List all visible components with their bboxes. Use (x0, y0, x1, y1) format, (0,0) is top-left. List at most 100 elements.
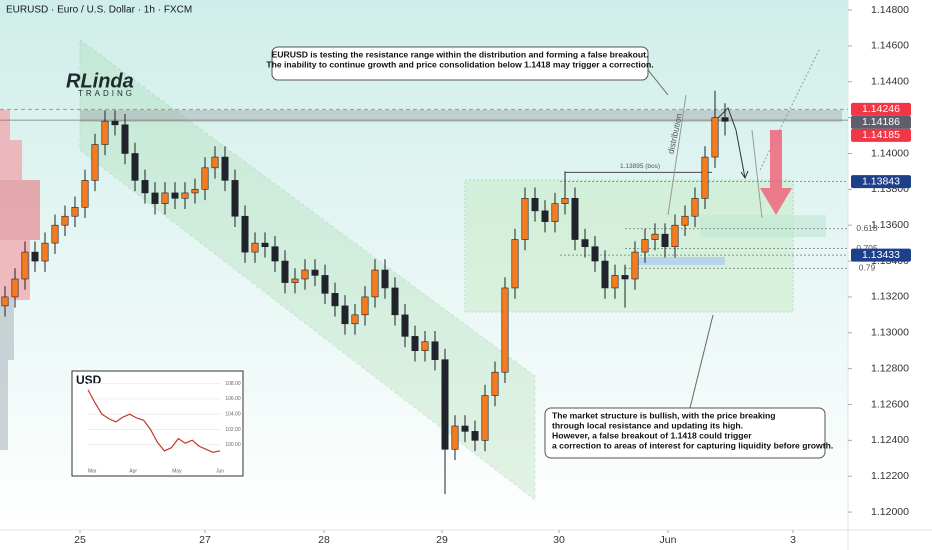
level-label: 0.79 (859, 262, 876, 272)
candle-body (231, 180, 239, 217)
y-tick-label: 1.12400 (871, 434, 909, 446)
candle-body (701, 156, 709, 199)
candle-body (521, 198, 529, 240)
candle-body (691, 198, 699, 217)
logo-sub: TRADING (78, 89, 135, 98)
candle-body (431, 341, 439, 360)
fib-zone (700, 215, 826, 237)
candle-body (351, 314, 359, 325)
price-axis (848, 0, 932, 550)
candle-body (721, 117, 729, 122)
annotation-text: The market structure is bullish, with th… (552, 410, 776, 420)
candle-body (111, 120, 119, 126)
candle-body (211, 156, 219, 169)
annotation-text: through local resistance and updating it… (552, 420, 743, 430)
chart-title: EURUSD · Euro / U.S. Dollar · 1h · FXCM (6, 5, 192, 16)
y-tick-label: 1.14800 (871, 4, 909, 16)
candle-body (541, 210, 549, 222)
candle-body (471, 431, 479, 441)
inset-x-label: May (172, 468, 182, 474)
time-axis (0, 530, 848, 550)
bos-label: 1.13895 (bos) (620, 163, 660, 170)
candle-body (481, 395, 489, 441)
candle-body (261, 242, 269, 248)
candle-body (61, 215, 69, 226)
inset-y-label: 104.00 (225, 412, 241, 418)
candle-body (441, 359, 449, 450)
candle-body (161, 192, 169, 204)
price-label: 1.14185 (862, 129, 900, 141)
candle-body (401, 314, 409, 337)
y-tick-label: 1.12800 (871, 362, 909, 374)
candle-body (301, 269, 309, 280)
distribution-zone (464, 179, 794, 313)
candle-body (151, 192, 159, 204)
candle-body (341, 305, 349, 325)
annotation-text: a correction to areas of interest for ca… (552, 440, 833, 450)
inset-line (87, 389, 221, 453)
candle-body (641, 239, 649, 253)
x-tick-label: 30 (553, 534, 565, 546)
level-label: 0.705 (856, 243, 878, 253)
candle-body (141, 180, 149, 194)
candle-body (621, 275, 629, 280)
candle-body (271, 246, 279, 262)
candle-body (201, 167, 209, 190)
candle-body (451, 425, 459, 450)
inset-frame (71, 370, 244, 477)
x-tick-label: 29 (436, 534, 448, 546)
x-tick-label: 25 (74, 534, 86, 546)
y-tick-label: 1.13200 (871, 291, 909, 303)
inset-y-label: 108.00 (225, 381, 241, 387)
candle-body (131, 153, 139, 181)
candle-body (171, 192, 179, 199)
candle-body (531, 198, 539, 212)
candle-body (361, 296, 369, 316)
candle-body (491, 371, 499, 396)
y-tick-label: 1.12600 (871, 398, 909, 410)
candle-body (221, 156, 229, 181)
candle-body (611, 275, 619, 289)
x-tick-label: 27 (199, 534, 211, 546)
y-tick-label: 1.12000 (871, 506, 909, 518)
candle-body (411, 336, 419, 352)
inset-y-label: 100.00 (225, 442, 241, 448)
candle-body (81, 180, 89, 208)
candle-body (571, 198, 579, 240)
y-tick-label: 1.12200 (871, 470, 909, 482)
price-label-box (851, 175, 911, 189)
candle-body (501, 287, 509, 373)
price-label-box (851, 248, 911, 262)
candle-body (311, 269, 319, 276)
candle-body (551, 203, 559, 222)
resistance-zone (80, 110, 842, 122)
level-label: 0.618 (856, 223, 878, 233)
x-tick-label: 3 (790, 534, 796, 546)
candle-body (71, 206, 79, 217)
candle-body (601, 260, 609, 289)
x-tick-label: 28 (318, 534, 330, 546)
annotation-box (544, 407, 826, 459)
annotation-text: The inability to continue growth and pri… (266, 59, 653, 69)
candle-body (191, 189, 199, 194)
candle-body (681, 215, 689, 226)
candle-body (581, 239, 589, 248)
candle-body (291, 278, 299, 283)
inset-y-label: 102.00 (225, 427, 241, 433)
logo: RLinda (66, 70, 134, 92)
y-tick-label: 1.14600 (871, 40, 909, 52)
price-label: 1.13843 (862, 175, 900, 187)
inset-x-label: Jun (216, 468, 224, 474)
price-label-box (851, 115, 911, 129)
y-tick-label: 1.13000 (871, 327, 909, 339)
candle-body (41, 242, 49, 262)
candle-body (421, 341, 429, 352)
arrows (647, 47, 821, 409)
candle-body (91, 144, 99, 181)
annotation-box (271, 46, 649, 81)
candle-body (31, 251, 39, 262)
y-tick-label: 1.14000 (871, 147, 909, 159)
candle-body (1, 296, 9, 307)
poi-zone (637, 257, 725, 265)
